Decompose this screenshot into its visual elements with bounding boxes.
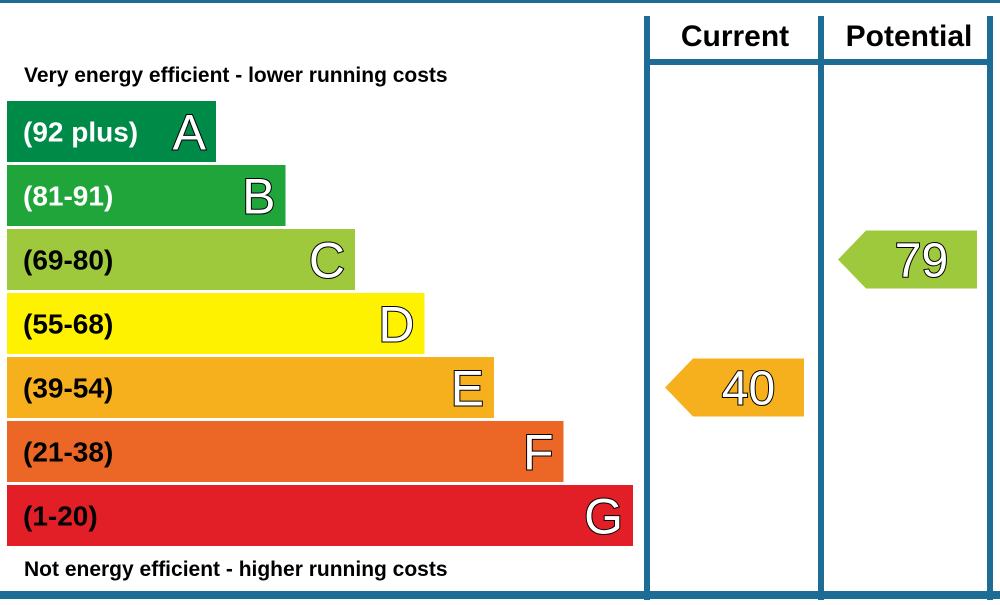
band-e-letter: E	[451, 361, 484, 417]
band-a-bar	[7, 101, 216, 162]
current-rating-arrow	[665, 358, 804, 417]
band-c-range-label: (69-80)	[23, 245, 113, 276]
bottom-caption: Not energy efficient - higher running co…	[24, 558, 448, 581]
band-d-bar	[7, 293, 425, 354]
band-g-bar	[7, 485, 633, 546]
band-c-letter: C	[309, 233, 345, 289]
current-rating-value: 40	[722, 363, 775, 416]
band-c-bar	[7, 229, 355, 290]
column-headers: Current Potential	[681, 20, 973, 53]
band-d-letter: D	[378, 297, 414, 353]
potential-rating-value: 79	[895, 235, 948, 288]
rating-arrows: 40 79	[665, 230, 977, 417]
band-a-letter: A	[173, 105, 207, 161]
band-f-letter: F	[523, 425, 554, 481]
band-g-letter: G	[584, 489, 623, 545]
band-g-range-label: (1-20)	[23, 501, 98, 532]
band-b-range-label: (81-91)	[23, 181, 113, 212]
current-column-header: Current	[681, 20, 789, 53]
band-f-bar	[7, 421, 564, 482]
potential-rating-arrow	[838, 230, 977, 289]
band-b-bar	[7, 165, 286, 226]
band-b-letter: B	[242, 169, 275, 225]
band-f-range-label: (21-38)	[23, 437, 113, 468]
potential-column-header: Potential	[846, 20, 973, 53]
captions: Very energy efficient - lower running co…	[24, 64, 448, 581]
top-caption: Very energy efficient - lower running co…	[24, 64, 448, 87]
band-e-bar	[7, 357, 494, 418]
band-a-range-label: (92 plus)	[23, 117, 138, 148]
rating-bands: (92 plus) A (81-91) B (69-80) C (55-68) D (39-54…	[7, 101, 633, 546]
band-e-range-label: (39-54)	[23, 373, 113, 404]
band-d-range-label: (55-68)	[23, 309, 113, 340]
